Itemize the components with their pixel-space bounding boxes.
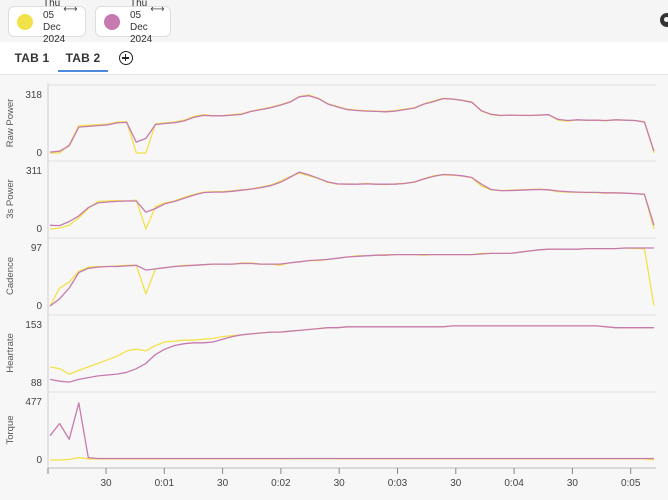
x-tick-label: 0:02 (271, 478, 291, 489)
series-line-2 (49, 402, 654, 460)
session-day: Thu 05 (43, 0, 61, 21)
session-chip-1[interactable]: Thu 05 ⟷ Dec 2024 (8, 0, 86, 45)
y-axis-label: Torque (5, 415, 16, 444)
y-tick-min: 88 (31, 378, 43, 389)
series-line-2 (49, 325, 654, 383)
y-axis-label: Raw Power (5, 99, 16, 148)
left-right-arrow-icon: ⟷ (150, 3, 165, 15)
y-axis-label: 3s Power (5, 179, 16, 219)
x-tick-label: 0:03 (388, 478, 408, 489)
series-line-2 (49, 247, 654, 307)
y-tick-min: 0 (36, 148, 42, 159)
panel-background (48, 161, 656, 237)
y-tick-max: 97 (31, 243, 43, 254)
y-axis-label: Cadence (5, 257, 16, 295)
y-tick-max: 311 (26, 166, 42, 177)
y-tick-max: 477 (25, 397, 42, 408)
series-line-2 (49, 171, 655, 227)
settings-icon[interactable] (660, 13, 668, 27)
session-color-dot (17, 13, 33, 30)
session-date: Thu 05 ⟷ Dec 2024 (43, 0, 78, 46)
session-month: Dec 2024 (130, 21, 153, 45)
series-line-2 (49, 95, 655, 153)
x-tick-label: 30 (567, 478, 579, 489)
x-tick-label: 30 (217, 478, 229, 489)
chart-area: Raw Power 318 0 3s Power 311 0 Cadence 97 0 Heart… (0, 75, 668, 500)
x-tick-label: 0:05 (621, 478, 641, 489)
panel-background (48, 238, 656, 314)
y-tick-min: 0 (36, 301, 42, 312)
comparison-bar: Thu 05 ⟷ Dec 2024 Thu 05 ⟷ Dec 2024 (0, 0, 668, 45)
session-day: Thu 05 (130, 0, 148, 21)
x-tick-label: 30 (450, 478, 462, 489)
panel-background (48, 85, 656, 161)
tab-1[interactable]: TAB 1 (14, 51, 50, 65)
tab-bar: TAB 1 TAB 2 (0, 42, 668, 75)
x-tick-label: 30 (100, 478, 112, 489)
y-tick-min: 0 (36, 224, 42, 235)
session-month: Dec 2024 (43, 21, 66, 45)
session-color-dot (104, 13, 120, 30)
x-tick-label: 30 (334, 478, 346, 489)
plus-circle-icon[interactable] (119, 51, 133, 65)
session-chip-2[interactable]: Thu 05 ⟷ Dec 2024 (95, 0, 171, 45)
session-date: Thu 05 ⟷ Dec 2024 (130, 0, 165, 46)
tab-2[interactable]: TAB 2 (58, 42, 108, 74)
y-axis-label: Heartrate (5, 333, 16, 373)
y-tick-max: 153 (25, 320, 42, 331)
panel-background (48, 315, 656, 391)
multi-panel-chart[interactable]: Raw Power 318 0 3s Power 311 0 Cadence 97 0 Heart… (0, 75, 668, 500)
x-tick-label: 0:04 (504, 478, 524, 489)
y-tick-max: 318 (25, 90, 42, 101)
y-tick-min: 0 (36, 455, 42, 466)
x-tick-label: 0:01 (155, 478, 175, 489)
panel-background (48, 392, 656, 468)
left-right-arrow-icon: ⟷ (63, 3, 78, 15)
